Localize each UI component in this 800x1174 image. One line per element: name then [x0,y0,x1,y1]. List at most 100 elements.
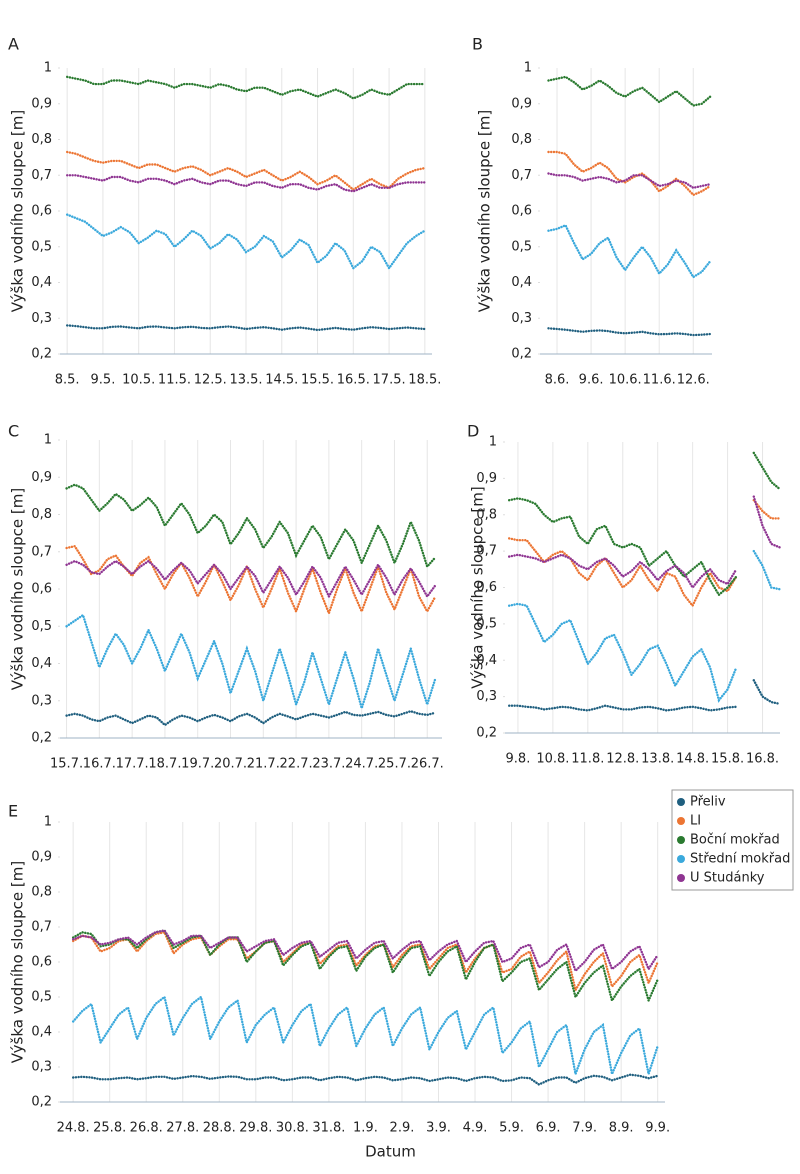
series-line [508,451,782,597]
y-axis-label: Výška vodního sloupce [m] [469,486,487,688]
y-tick-label: 0,8 [476,507,497,522]
x-tick-label: 27.8. [166,1121,199,1136]
legend-label: Boční mokřad [690,833,780,848]
x-tick-label: 30.8. [276,1121,309,1136]
x-tick-label: 7.9. [572,1121,597,1136]
series-line [66,174,426,193]
x-tick-label: 26.7. [411,757,444,772]
panel-label: D [467,422,479,441]
y-tick-label: 0,3 [31,1060,52,1075]
y-axis-label: Výška vodního sloupce [m] [9,488,27,690]
y-tick-label: 1 [44,61,52,76]
y-tick-label: 0,7 [31,920,52,935]
x-tick-label: 15.7. [50,757,83,772]
x-tick-label: 10.8. [536,752,569,767]
y-tick-label: 1 [524,61,532,76]
y-tick-label: 0,6 [31,582,52,597]
series-line [66,150,426,192]
x-tick-label: 22.7. [280,757,313,772]
y-tick-label: 0,3 [511,311,532,326]
y-axis-label: Výška vodního sloupce [m] [9,110,27,312]
y-tick-label: 0,8 [31,132,52,147]
y-tick-label: 0,9 [31,96,52,111]
x-tick-label: 19.7. [181,757,214,772]
panel-label: C [8,422,19,441]
legend: Přeliv LI Boční mokřad Střední mokřad U Stud… [671,789,794,891]
legend-box [671,789,794,891]
panel-label: E [8,802,18,821]
x-tick-label: 12.8. [606,752,639,767]
x-tick-label: 16.8. [746,752,779,767]
series-line [547,327,712,337]
x-tick-label: 29.8. [239,1121,272,1136]
y-tick-label: 0,4 [31,656,52,671]
x-tick-label: 28.8. [203,1121,236,1136]
x-tick-label: 25.8. [93,1121,126,1136]
y-tick-label: 0,2 [511,347,532,362]
series-line [72,930,659,994]
x-tick-label: 11.8. [571,752,604,767]
legend-marker [677,855,685,863]
x-tick-label: 25.7. [378,757,411,772]
x-tick-label: 16.7. [83,757,116,772]
x-tick-label: 23.7. [312,757,345,772]
x-tick-label: 1.9. [353,1121,378,1136]
x-tick-label: 24.8. [57,1121,90,1136]
x-tick-label: 13.5. [229,373,262,388]
series-line [72,929,659,1005]
x-tick-label: 14.8. [676,752,709,767]
x-tick-label: 10.5. [122,373,155,388]
y-tick-label: 0,9 [511,96,532,111]
y-axis-label: Výška vodního sloupce [m] [476,110,494,312]
y-tick-label: 0,9 [31,470,52,485]
y-tick-label: 0,2 [31,1095,52,1110]
x-tick-label: 9.8. [506,752,531,767]
series-line [65,709,437,727]
x-tick-label: 6.9. [536,1121,561,1136]
y-tick-label: 0,7 [476,544,497,559]
y-tick-label: 0,5 [476,616,497,631]
legend-label: Střední mokřad [690,852,790,867]
series-line [65,544,437,617]
y-tick-label: 0,7 [31,544,52,559]
series-line [547,75,712,107]
series-line [65,559,437,600]
y-tick-label: 0,5 [511,239,532,254]
y-tick-label: 1 [44,815,52,830]
y-tick-label: 0,6 [31,204,52,219]
legend-marker [677,798,685,806]
y-tick-label: 0,4 [511,275,532,290]
y-tick-label: 0,4 [476,653,497,668]
y-axis-label: Výška vodního sloupce [m] [9,861,27,1063]
series-line [72,929,659,973]
y-tick-label: 0,9 [476,471,497,486]
y-tick-label: 0,8 [31,885,52,900]
x-tick-label: 18.7. [148,757,181,772]
x-tick-label: 4.9. [463,1121,488,1136]
x-tick-label: 20.7. [214,757,247,772]
series-line [547,172,712,190]
y-tick-label: 0,6 [31,955,52,970]
series-line [508,499,782,608]
x-tick-label: 16.5. [337,373,370,388]
x-tick-label: 8.9. [609,1121,634,1136]
y-tick-label: 0,2 [31,347,52,362]
y-tick-label: 0,8 [31,507,52,522]
x-tick-label: 26.8. [130,1121,163,1136]
series-line [65,483,437,569]
x-tick-label: 24.7. [345,757,378,772]
panel-label: B [472,35,483,54]
y-tick-label: 0,3 [31,311,52,326]
y-tick-label: 0,7 [31,168,52,183]
y-tick-label: 0,6 [476,580,497,595]
x-tick-label: 12.5. [194,373,227,388]
y-tick-label: 0,4 [31,1025,52,1040]
x-tick-label: 9.9. [645,1121,670,1136]
x-tick-label: 2.9. [390,1121,415,1136]
series-line [72,994,659,1079]
x-tick-label: 17.7. [116,757,149,772]
x-tick-label: 8.5. [55,373,80,388]
x-tick-label: 15.5. [301,373,334,388]
x-tick-label: 8.6. [545,373,570,388]
legend-label: U Studánky [690,871,765,886]
